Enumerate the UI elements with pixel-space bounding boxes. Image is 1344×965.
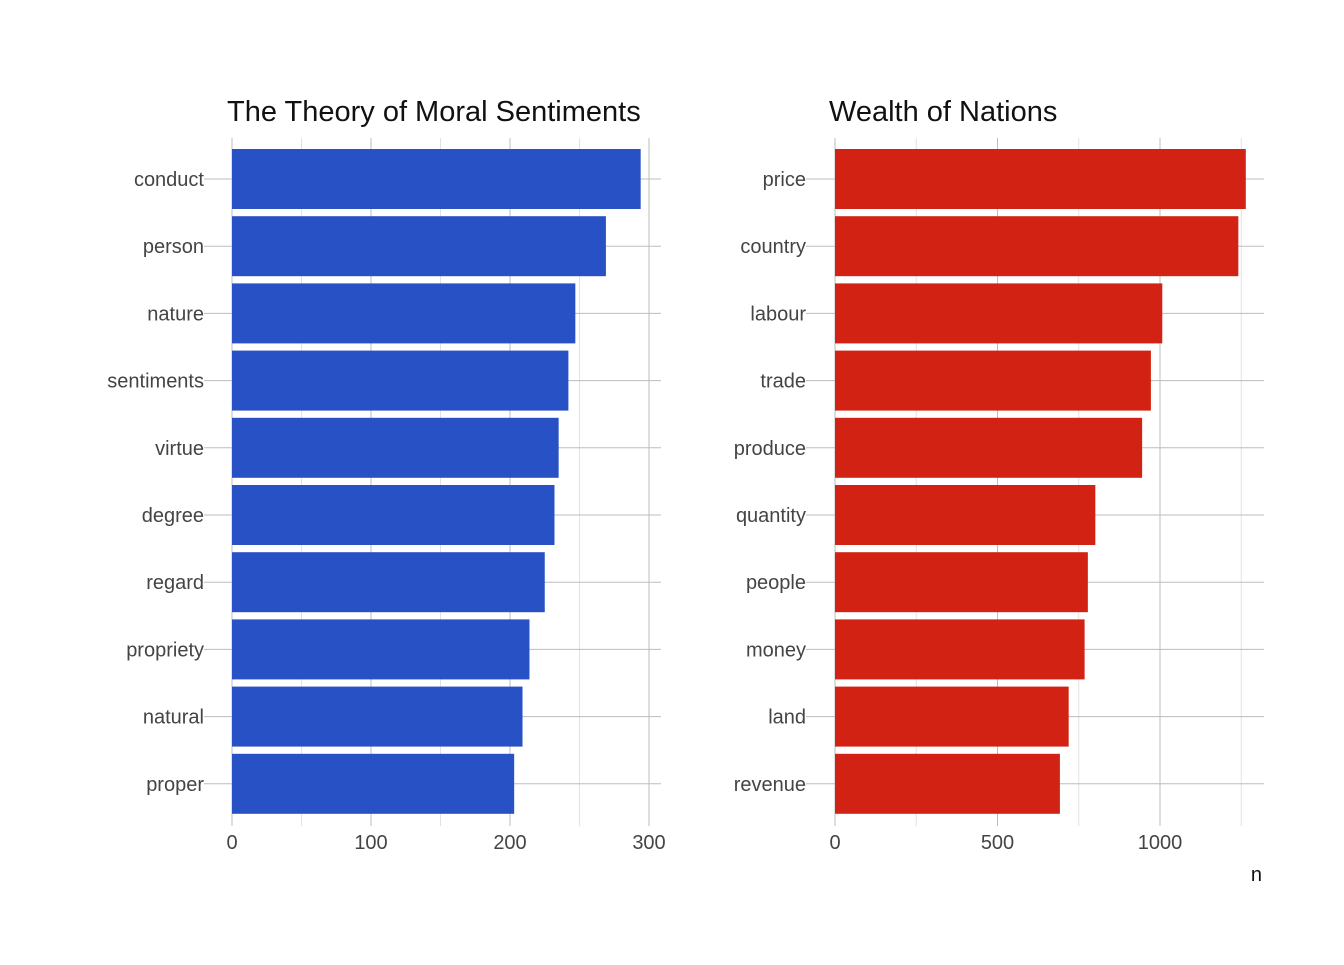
category-label-virtue: virtue (155, 438, 204, 460)
category-label-trade: trade (760, 371, 806, 393)
category-label-price: price (763, 169, 806, 191)
panel-title-wealth-of-nations: Wealth of Nations (829, 96, 1057, 128)
bar-labour (835, 283, 1163, 344)
bar-country (835, 216, 1239, 277)
category-label-country: country (740, 236, 806, 258)
bar-person (232, 216, 606, 277)
category-label-labour: labour (750, 303, 806, 325)
category-label-natural: natural (143, 707, 204, 729)
category-label-revenue: revenue (734, 774, 806, 796)
x-tick-label: 100 (354, 832, 387, 854)
category-label-land: land (768, 707, 806, 729)
category-label-produce: produce (734, 438, 806, 460)
bar-nature (232, 283, 576, 344)
category-label-nature: nature (147, 303, 204, 325)
bar-virtue (232, 417, 559, 478)
bar-degree (232, 485, 555, 545)
bar-money (835, 619, 1085, 680)
category-label-propriety: propriety (126, 639, 204, 661)
bar-price (835, 149, 1246, 209)
bar-sentiments (232, 350, 569, 411)
category-label-person: person (143, 236, 204, 258)
category-label-conduct: conduct (134, 169, 204, 191)
category-label-proper: proper (146, 774, 204, 796)
panel-wealth-of-nations: Wealth of Nations price country labour trad… (734, 96, 1264, 854)
x-tick-label: 200 (493, 832, 526, 854)
category-label-money: money (746, 639, 806, 661)
x-tick-label: 0 (829, 832, 840, 854)
bar-proper (232, 753, 515, 814)
bar-natural (232, 686, 523, 747)
bar-propriety (232, 619, 530, 680)
x-axis-title: n (1251, 864, 1262, 886)
panel-moral-sentiments: The Theory of Moral Sentiments conduct pe… (107, 96, 665, 854)
category-label-sentiments: sentiments (107, 371, 204, 393)
bar-people (835, 552, 1088, 613)
bar-land (835, 686, 1069, 747)
panel-title-moral-sentiments: The Theory of Moral Sentiments (227, 96, 641, 128)
x-tick-label: 1000 (1138, 832, 1183, 854)
bar-trade (835, 350, 1151, 411)
category-label-quantity: quantity (736, 505, 806, 527)
bar-conduct (232, 149, 641, 209)
x-tick-label: 0 (226, 832, 237, 854)
category-label-people: people (746, 572, 806, 594)
x-tick-label: 500 (981, 832, 1014, 854)
x-tick-label: 300 (632, 832, 665, 854)
bar-regard (232, 552, 545, 613)
category-label-degree: degree (142, 505, 204, 527)
bar-revenue (835, 753, 1060, 814)
bar-quantity (835, 485, 1096, 545)
bar-produce (835, 417, 1143, 478)
category-label-regard: regard (146, 572, 204, 594)
